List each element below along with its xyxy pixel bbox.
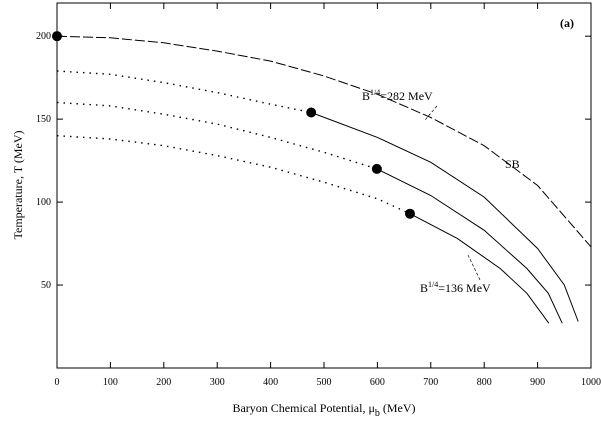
annotation-base: B — [362, 89, 370, 103]
curve — [56, 135, 411, 215]
x-tick-label: 200 — [156, 377, 171, 388]
annotation: SB — [505, 157, 520, 171]
x-tick-label: 300 — [210, 377, 225, 388]
curve — [409, 213, 550, 324]
x-tick-label: 100 — [103, 377, 118, 388]
x-tick-label: 900 — [530, 377, 545, 388]
x-label-sub: b — [375, 408, 380, 419]
point-marker — [404, 208, 415, 219]
annotation-base: B — [420, 281, 428, 295]
point-marker — [52, 31, 62, 42]
annotation-base: SB — [505, 157, 520, 171]
leader-line — [424, 105, 438, 121]
curve — [376, 168, 563, 324]
annotation-sup: 1/4 — [370, 88, 380, 97]
x-tick-label: 700 — [423, 377, 438, 388]
annotation-text: =136 MeV — [438, 281, 491, 295]
annotation: B1/4=282 MeV — [362, 88, 433, 103]
y-tick-label: 200 — [36, 31, 51, 42]
curve — [56, 35, 592, 248]
x-tick-label: 400 — [263, 377, 278, 388]
curve — [311, 112, 579, 322]
y-tick-label: 100 — [36, 197, 51, 208]
x-axis-label: Baryon Chemical Potential, μb (MeV) — [232, 401, 415, 419]
y-axis-label: Temperature, T (MeV) — [11, 130, 25, 239]
curve — [56, 101, 378, 170]
curve — [56, 70, 312, 114]
point-marker — [306, 107, 317, 118]
x-tick-label: 500 — [317, 377, 332, 388]
x-label-text: Baryon Chemical Potential, μ — [232, 401, 374, 415]
x-tick-label: 600 — [370, 377, 385, 388]
annotation-sup: 1/4 — [428, 280, 438, 289]
x-label-unit: (MeV) — [380, 401, 416, 415]
x-tick-label: 800 — [477, 377, 492, 388]
y-tick-label: 50 — [41, 280, 51, 291]
x-tick-label: 1000 — [581, 377, 601, 388]
y-tick-label: 150 — [36, 114, 51, 125]
panel-label: (a) — [560, 16, 574, 30]
annotation-text: =282 MeV — [380, 89, 433, 103]
plot-frame — [56, 2, 592, 369]
annotation: B1/4=136 MeV — [420, 280, 491, 295]
point-marker — [371, 163, 382, 174]
x-tick-label: 0 — [55, 377, 60, 388]
leader-line — [467, 254, 481, 281]
